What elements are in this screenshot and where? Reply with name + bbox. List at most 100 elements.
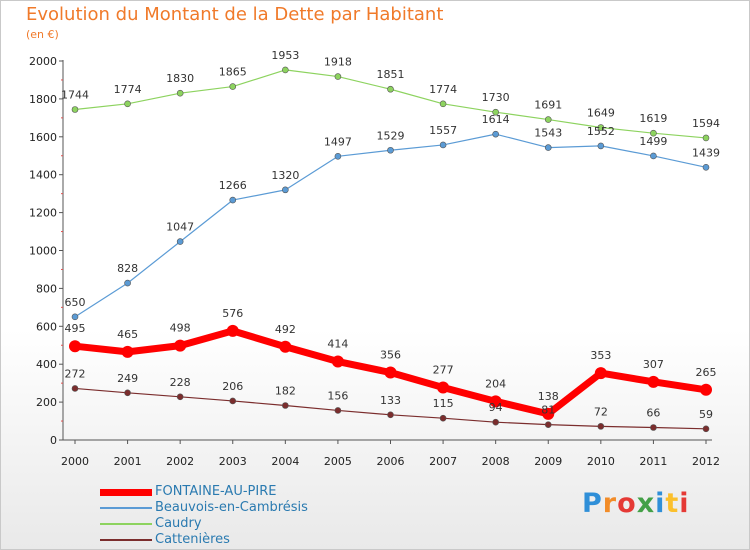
data-point [121,345,134,358]
data-label: 1830 [166,72,194,85]
data-label: 353 [590,349,611,362]
logo-letter: P [582,488,603,519]
x-tick-label: 2009 [534,455,562,468]
data-point [597,423,605,430]
data-label: 650 [65,296,86,309]
data-label: 1649 [587,107,615,120]
data-point [650,152,657,160]
data-point [331,355,344,368]
logo-letter: t [665,488,680,519]
y-tick-label: 400 [36,358,57,371]
data-point [69,340,81,353]
data-point [702,164,710,171]
data-label: 228 [170,376,191,389]
data-point [387,146,394,154]
data-label: 1320 [271,169,299,182]
x-tick-label: 2010 [587,455,615,468]
data-point [387,411,394,419]
data-point [650,424,657,431]
data-label: 1552 [587,125,615,138]
data-point [387,85,394,93]
legend-swatch [100,488,152,496]
data-label: 1266 [219,179,247,192]
data-point [334,407,342,414]
data-point [176,89,184,97]
data-label: 1557 [429,124,457,137]
legend-swatch [100,523,152,525]
data-label: 1774 [114,83,142,96]
data-point [597,124,605,131]
x-tick-label: 2001 [114,455,142,468]
data-label: 1918 [324,56,352,69]
data-point [542,407,555,420]
data-label: 1614 [482,113,510,126]
y-tick-label: 1200 [29,207,57,220]
data-label: 1774 [429,83,457,96]
x-tick-label: 2007 [429,455,457,468]
data-label: 1529 [377,129,405,142]
data-point [439,141,447,149]
data-point [174,339,187,352]
data-point [282,402,289,409]
data-point [702,134,710,142]
legend-label: Beauvois-en-Cambrésis [155,500,308,515]
data-label: 356 [380,349,401,362]
data-label: 133 [380,394,401,407]
data-label: 1499 [639,135,667,148]
data-point [71,385,79,392]
data-label: 81 [541,404,555,417]
y-tick-label: 0 [50,434,57,447]
x-tick-label: 2002 [166,455,194,468]
x-tick-label: 2005 [324,455,352,468]
data-label: 1851 [377,68,405,81]
data-point [384,366,397,379]
data-point [229,397,237,405]
data-label: 1953 [271,49,299,62]
data-point [176,238,184,245]
chart-subtitle: (en €) [26,28,59,41]
y-tick-label: 800 [36,282,57,295]
data-point [71,106,79,113]
data-point [282,66,289,74]
logo-letter: i [679,488,690,519]
data-label: 249 [117,372,138,385]
data-point [647,375,660,388]
data-label: 1730 [482,91,510,104]
data-label: 465 [117,328,138,341]
data-point [489,395,502,408]
data-point [702,425,710,433]
data-label: 495 [65,322,86,335]
data-label: 1691 [534,99,562,112]
data-label: 1744 [61,89,89,102]
data-point [439,414,447,422]
y-tick-label: 1400 [29,169,57,182]
data-label: 1497 [324,135,352,148]
y-tick-label: 1800 [29,93,57,106]
data-point [282,186,289,194]
data-label: 414 [327,338,348,351]
data-point [597,142,605,150]
x-tick-label: 2012 [692,455,720,468]
data-point [124,279,131,287]
data-point [334,153,342,160]
data-point [492,418,499,426]
y-tick-label: 200 [36,396,57,409]
x-tick-label: 2000 [61,455,89,468]
legend-label: Caudry [155,516,202,531]
data-label: 307 [643,358,664,371]
data-point [439,100,447,108]
logo-letter: i [655,488,666,519]
data-label: 206 [222,380,243,393]
data-point [279,340,292,353]
data-point [492,108,499,116]
data-label: 115 [433,397,454,410]
data-label: 1619 [639,112,667,125]
data-label: 94 [489,401,503,414]
data-point [437,381,450,394]
data-label: 576 [222,307,243,320]
data-point [544,421,552,428]
x-tick-label: 2006 [377,455,405,468]
data-label: 1047 [166,221,194,234]
